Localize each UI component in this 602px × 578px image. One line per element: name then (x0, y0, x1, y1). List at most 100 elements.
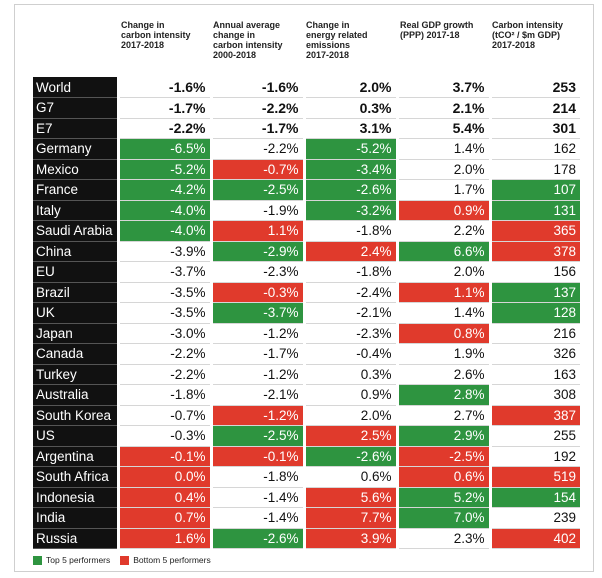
table-cell: 178 (488, 159, 580, 180)
table-cell: -2.2% (116, 118, 211, 139)
row-label: G7 (33, 97, 118, 119)
table-cell: -1.6% (209, 77, 304, 98)
table-cell: -1.2% (209, 323, 304, 344)
table-cell: 1.7% (395, 179, 490, 201)
table-cell: 2.1% (395, 97, 490, 119)
table-cell: -1.8% (302, 220, 397, 242)
table-cell: 3.1% (302, 118, 397, 139)
table-cell: 0.7% (116, 507, 211, 529)
row-label: UK (33, 302, 118, 324)
row-label: Brazil (33, 282, 118, 303)
table-cell: -2.1% (302, 302, 397, 324)
table-cell: 0.3% (302, 364, 397, 385)
table-cell: 3.9% (302, 528, 397, 549)
row-label: World (33, 77, 118, 98)
table-cell: 216 (488, 323, 580, 344)
table-cell: -2.6% (209, 528, 304, 549)
table-cell: -3.4% (302, 159, 397, 180)
row-label: Australia (33, 384, 118, 406)
table-cell: 162 (488, 138, 580, 160)
table-cell: 0.0% (116, 466, 211, 488)
table-cell: -0.4% (302, 343, 397, 365)
table-cell: 5.4% (395, 118, 490, 139)
table-cell: 156 (488, 261, 580, 283)
row-label: Mexico (33, 159, 118, 180)
header-line: 2017-2018 (121, 40, 165, 50)
table-cell: -1.7% (209, 343, 304, 365)
header-line: Change in (121, 20, 165, 30)
table-row: Argentina -0.1% -0.1% -2.6% -2.5% 192 (33, 446, 580, 467)
table-cell: 128 (488, 302, 580, 324)
table-row: Russia 1.6% -2.6% 3.9% 2.3% 402 (33, 528, 580, 549)
table-row: G7 -1.7% -2.2% 0.3% 2.1% 214 (33, 97, 580, 119)
table-cell: 7.0% (395, 507, 490, 529)
row-label: EU (33, 261, 118, 283)
header-line: Real GDP growth (400, 20, 474, 30)
table-row: US -0.3% -2.5% 2.5% 2.9% 255 (33, 425, 580, 447)
table-cell: 1.9% (395, 343, 490, 365)
table-row: South Africa 0.0% -1.8% 0.6% 0.6% 519 (33, 466, 580, 488)
row-label: Turkey (33, 364, 118, 385)
table-cell: -2.2% (116, 364, 211, 385)
table-cell: 2.0% (302, 405, 397, 426)
table-row: World -1.6% -1.6% 2.0% 3.7% 253 (33, 77, 580, 98)
header-line: 2000-2018 (213, 50, 257, 60)
table-cell: -2.2% (209, 138, 304, 160)
table-cell: 0.9% (395, 200, 490, 221)
row-label: Saudi Arabia (33, 220, 118, 242)
table-cell: -0.7% (116, 405, 211, 426)
table-row: Mexico -5.2% -0.7% -3.4% 2.0% 178 (33, 159, 580, 180)
table-cell: -3.0% (116, 323, 211, 344)
table-cell: 387 (488, 405, 580, 426)
legend-swatch-bottom (120, 555, 130, 565)
legend-label-bottom: Bottom 5 performers (133, 555, 211, 565)
table-row: EU -3.7% -2.3% -1.8% 2.0% 156 (33, 261, 580, 283)
table-cell: -3.2% (302, 200, 397, 221)
table-cell: 107 (488, 179, 580, 201)
row-label: Russia (33, 528, 118, 549)
table-row: Japan -3.0% -1.2% -2.3% 0.8% 216 (33, 323, 580, 344)
row-label: Germany (33, 138, 118, 160)
header-line: Carbon intensity (492, 20, 564, 30)
table-cell: 6.6% (395, 241, 490, 262)
table-cell: 5.2% (395, 487, 490, 508)
table-cell: -1.2% (209, 405, 304, 426)
column-header-gdp-growth: Real GDP growth (PPP) 2017-18 (400, 20, 473, 40)
table-cell: -4.0% (116, 200, 211, 221)
header-line: energy related (306, 30, 368, 40)
table-cell: 0.6% (395, 466, 490, 488)
row-label: Canada (33, 343, 118, 365)
table-cell: 2.0% (395, 159, 490, 180)
table-cell: 137 (488, 282, 580, 303)
carbon-intensity-table: World -1.6% -1.6% 2.0% 3.7% 253 G7 -1.7% -2.2% 0.… (33, 77, 580, 549)
legend: Top 5 performers Bottom 5 performers (33, 555, 221, 565)
table-cell: -4.2% (116, 179, 211, 201)
table-cell: 1.4% (395, 302, 490, 324)
table-cell: -0.3% (116, 425, 211, 447)
table-row: Australia -1.8% -2.1% 0.9% 2.8% 308 (33, 384, 580, 406)
row-label: South Africa (33, 466, 118, 488)
header-line: Change in (306, 20, 350, 30)
table-cell: -1.7% (209, 118, 304, 139)
table-cell: 2.3% (395, 528, 490, 549)
header-line: carbon intensity (213, 40, 283, 50)
table-cell: 3.7% (395, 77, 490, 98)
table-row: Saudi Arabia -4.0% 1.1% -1.8% 2.2% 365 (33, 220, 580, 242)
table-cell: 326 (488, 343, 580, 365)
row-label: Indonesia (33, 487, 118, 508)
table-cell: -2.3% (302, 323, 397, 344)
table-cell: 2.4% (302, 241, 397, 262)
row-label: France (33, 179, 118, 201)
table-cell: -1.4% (209, 507, 304, 529)
row-label: US (33, 425, 118, 447)
header-line: 2017-2018 (306, 50, 350, 60)
table-cell: -3.7% (116, 261, 211, 283)
table-cell: -2.2% (209, 97, 304, 119)
table-cell: -3.9% (116, 241, 211, 262)
table-cell: 0.3% (302, 97, 397, 119)
table-cell: 2.0% (302, 77, 397, 98)
header-line: (tCO² / $m GDP) (492, 30, 561, 40)
table-cell: -0.7% (209, 159, 304, 180)
table-row: Brazil -3.5% -0.3% -2.4% 1.1% 137 (33, 282, 580, 303)
table-cell: -1.6% (116, 77, 211, 98)
